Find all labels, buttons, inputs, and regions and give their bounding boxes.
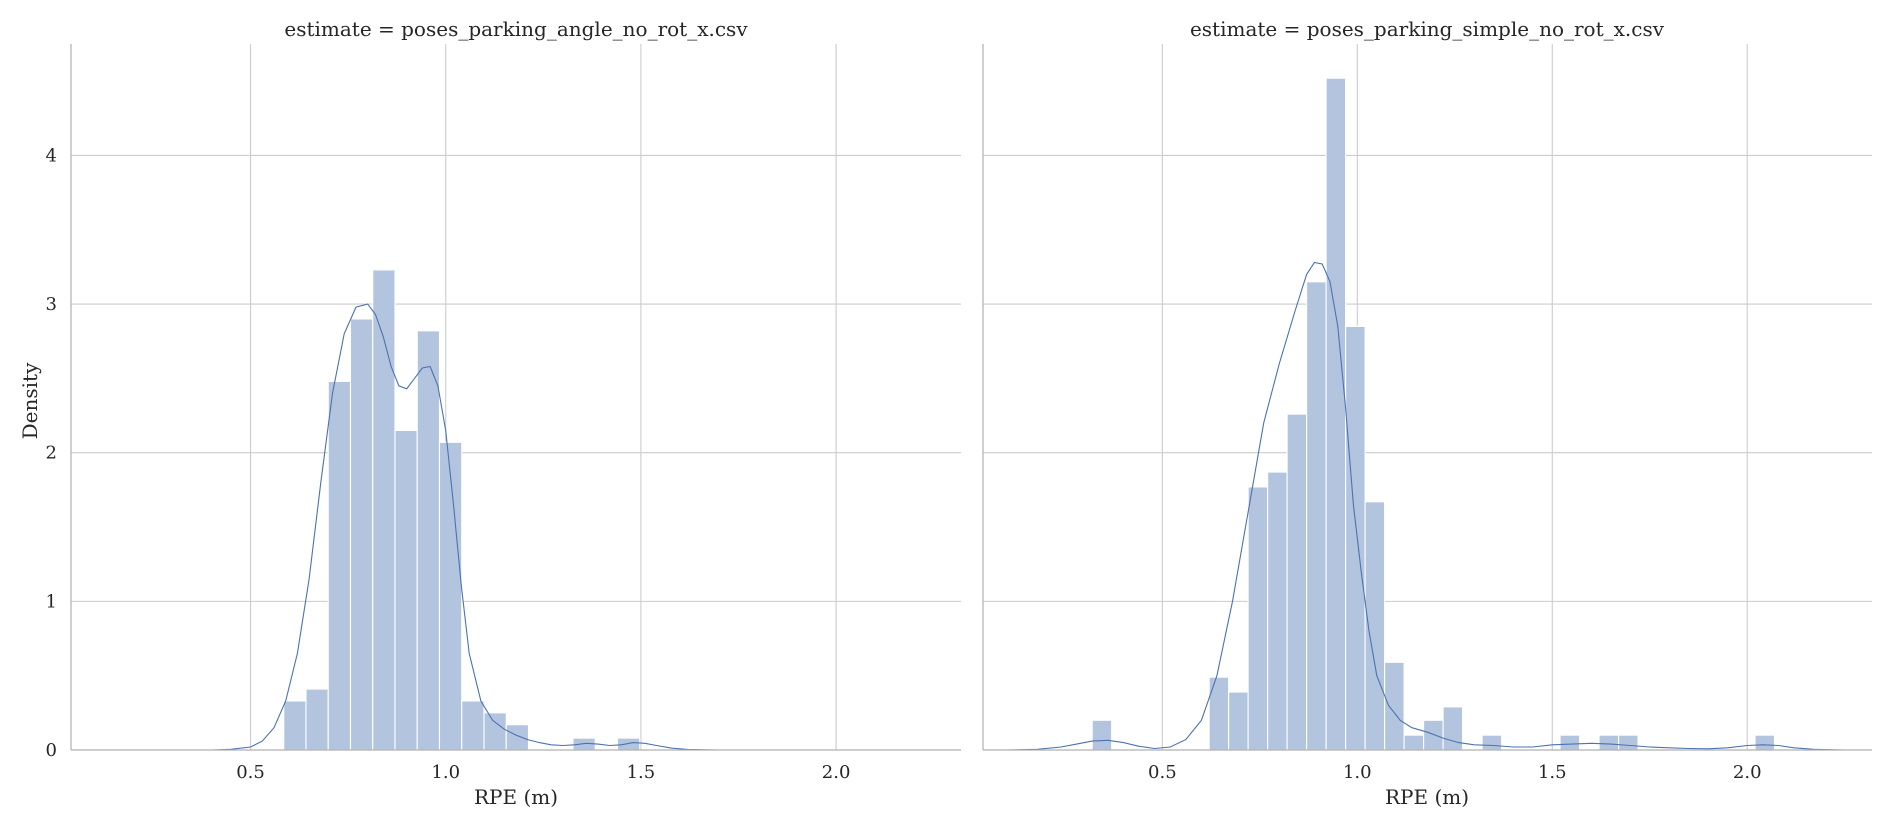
histogram-bar	[1442, 706, 1464, 751]
histogram-bar	[1267, 471, 1288, 751]
histogram-bars	[1091, 77, 1776, 751]
histogram-bar	[416, 330, 441, 751]
histogram-bar	[1325, 77, 1347, 751]
histogram-bar	[1423, 719, 1444, 751]
histogram-bar	[461, 700, 485, 751]
histogram-bar	[372, 269, 396, 751]
y-tick-label: 4	[46, 145, 57, 166]
y-axis-title: Density	[18, 362, 42, 439]
gridlines	[983, 44, 1872, 751]
x-tick-label: 2.0	[822, 762, 851, 783]
histogram-bar	[483, 712, 507, 751]
x-axis-title: RPE (m)	[1385, 785, 1469, 809]
y-tick-label: 0	[46, 740, 57, 761]
gridlines	[71, 44, 961, 751]
x-axis-title: RPE (m)	[474, 785, 558, 809]
x-tick-label: 1.0	[431, 762, 460, 783]
panel-title: estimate = poses_parking_simple_no_rot_x…	[1190, 17, 1665, 41]
histogram-bar	[1598, 734, 1620, 751]
histogram-bar	[283, 700, 307, 751]
histogram-bar	[438, 441, 463, 751]
histogram-bar	[1286, 413, 1308, 751]
histogram-bar	[305, 688, 329, 751]
x-tick-label: 0.5	[236, 762, 265, 783]
kde-line	[1006, 261, 1845, 751]
histogram-bar	[327, 380, 352, 751]
histogram-bar	[1618, 734, 1639, 751]
y-tick-label: 3	[46, 294, 57, 315]
histogram-bar	[1228, 691, 1249, 751]
panel-angle: estimate = poses_parking_angle_no_rot_x.…	[18, 17, 961, 809]
histogram-bar	[616, 737, 641, 751]
histogram-bars	[283, 269, 641, 751]
x-tick-label: 1.0	[1343, 762, 1372, 783]
y-tick-label: 1	[46, 591, 57, 612]
histogram-bar	[1754, 734, 1776, 751]
histogram-bar	[1091, 719, 1113, 751]
histogram-bar	[394, 429, 418, 751]
panel-title: estimate = poses_parking_angle_no_rot_x.…	[284, 17, 748, 41]
y-tick-label: 2	[46, 443, 57, 464]
histogram-bar	[505, 724, 530, 751]
x-tick-label: 1.5	[1538, 762, 1567, 783]
x-tick-label: 0.5	[1148, 762, 1177, 783]
histogram-bar	[349, 318, 374, 751]
histogram-bar	[1345, 325, 1366, 751]
histogram-bar	[1384, 661, 1405, 751]
x-tick-label: 1.5	[627, 762, 656, 783]
histogram-bar	[1306, 281, 1327, 751]
panel-simple: estimate = poses_parking_simple_no_rot_x…	[982, 17, 1872, 809]
histogram-bar	[1559, 734, 1581, 751]
kde-line	[211, 303, 758, 751]
histogram-bar	[1247, 486, 1269, 751]
histogram-bar	[1403, 734, 1425, 751]
histogram-bar	[1481, 734, 1503, 751]
x-tick-label: 2.0	[1733, 762, 1762, 783]
